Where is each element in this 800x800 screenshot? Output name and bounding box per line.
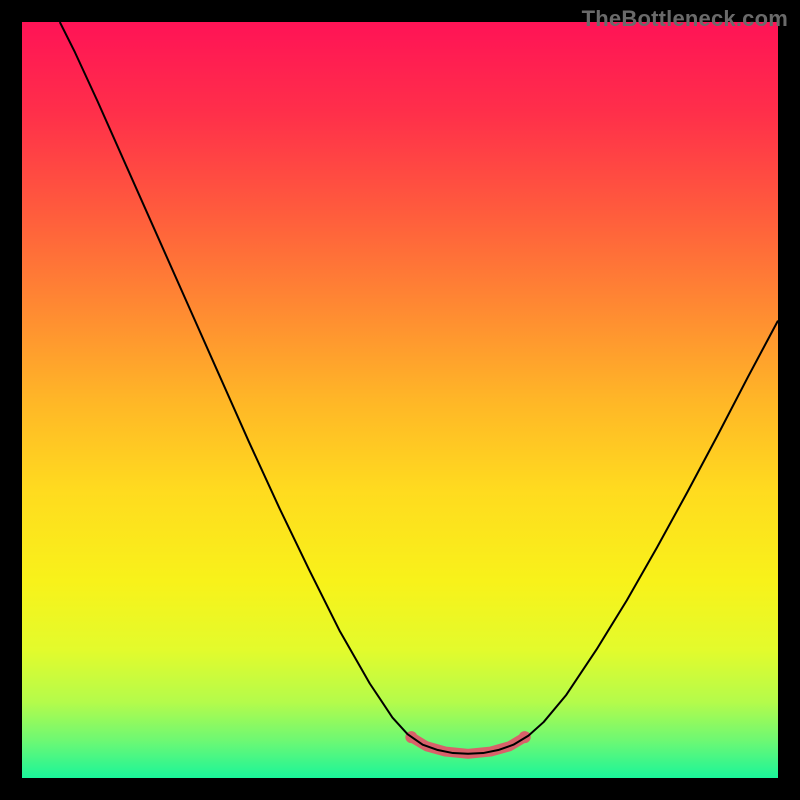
chart-container: TheBottleneck.com [0,0,800,800]
watermark-text: TheBottleneck.com [582,6,788,32]
chart-background [22,22,778,778]
plot-area [22,22,778,778]
chart-svg [22,22,778,778]
